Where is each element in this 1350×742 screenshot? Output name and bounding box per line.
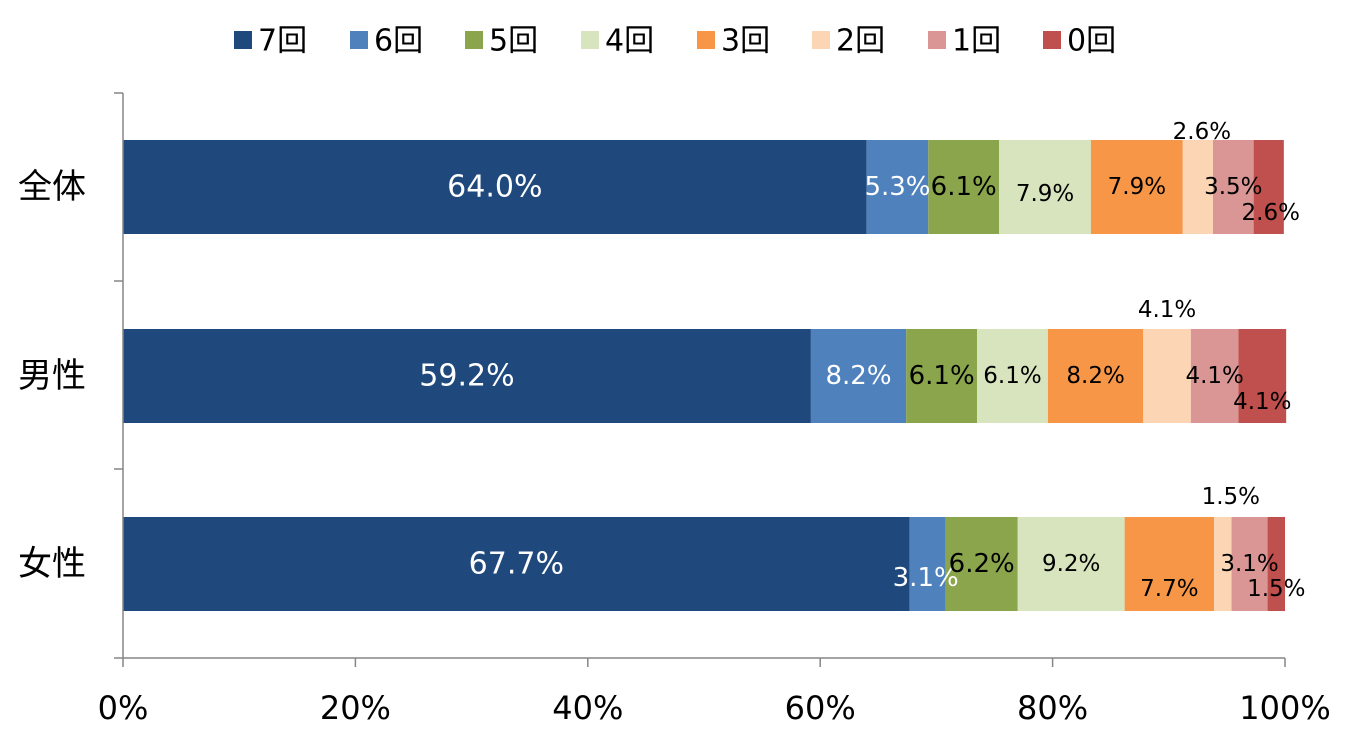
legend-swatch-0 xyxy=(234,31,252,49)
legend-label-7: 0回 xyxy=(1067,24,1116,59)
bar-segment-2-5 xyxy=(1214,517,1232,611)
data-label-1-5: 4.1% xyxy=(1138,297,1196,323)
bar-segment-2-4 xyxy=(1124,517,1215,611)
bar-segment-0-4 xyxy=(1090,140,1183,234)
bar-segment-1-4 xyxy=(1047,329,1144,423)
bar-segment-0-2 xyxy=(928,140,1000,234)
data-label-0-7: 2.6% xyxy=(1242,200,1300,226)
x-tick-label-0: 0% xyxy=(98,689,149,727)
data-label-1-3: 6.1% xyxy=(983,363,1041,389)
data-label-2-7: 1.5% xyxy=(1247,576,1305,602)
x-tick-label-1: 20% xyxy=(320,689,391,727)
category-label-1: 男性 xyxy=(18,356,86,396)
bar-segment-0-3 xyxy=(999,140,1091,234)
x-tick-label-4: 80% xyxy=(1017,689,1088,727)
data-label-2-1: 3.1% xyxy=(893,563,959,593)
data-label-2-6: 3.1% xyxy=(1220,551,1278,577)
legend-swatch-5 xyxy=(812,31,830,49)
bar-segment-1-5 xyxy=(1143,329,1191,423)
legend-swatch-2 xyxy=(465,31,483,49)
category-label-0: 全体 xyxy=(18,167,86,207)
bar-segment-1-7 xyxy=(1238,329,1287,423)
data-label-1-0: 59.2% xyxy=(419,359,514,394)
legend-label-5: 2回 xyxy=(836,24,885,59)
legend: 7回 6回 5回 4回 3回 2回 1回 0回 xyxy=(234,24,1116,59)
legend-swatch-6 xyxy=(928,31,946,49)
bar-segment-1-3 xyxy=(977,329,1048,423)
legend-swatch-3 xyxy=(581,31,599,49)
data-label-2-5: 1.5% xyxy=(1202,484,1260,510)
data-label-0-6: 3.5% xyxy=(1204,174,1262,200)
bar-segment-2-3 xyxy=(1017,517,1125,611)
data-label-1-2: 6.1% xyxy=(909,361,975,391)
x-tick-label-5: 100% xyxy=(1239,689,1330,727)
data-label-2-2: 6.2% xyxy=(949,549,1015,579)
bar-segment-2-7 xyxy=(1267,517,1285,611)
bar-segment-0-0 xyxy=(123,140,867,234)
category-label-2: 女性 xyxy=(18,544,86,584)
data-label-0-3: 7.9% xyxy=(1016,181,1074,207)
data-label-1-7: 4.1% xyxy=(1233,389,1291,415)
bar-segment-1-6 xyxy=(1190,329,1239,423)
bar-segment-0-1 xyxy=(866,140,929,234)
legend-label-1: 6回 xyxy=(374,24,423,59)
data-label-1-6: 4.1% xyxy=(1185,363,1243,389)
legend-swatch-7 xyxy=(1043,31,1061,49)
x-tick-label-3: 60% xyxy=(785,689,856,727)
data-label-0-1: 5.3% xyxy=(864,172,930,202)
bar-segment-2-2 xyxy=(945,517,1018,611)
data-label-1-4: 8.2% xyxy=(1066,363,1124,389)
data-label-2-0: 67.7% xyxy=(469,547,564,582)
data-label-0-0: 64.0% xyxy=(447,170,542,205)
data-label-1-1: 8.2% xyxy=(826,361,892,391)
bar-segment-1-1 xyxy=(810,329,907,423)
data-label-0-2: 6.1% xyxy=(931,172,997,202)
legend-label-2: 5回 xyxy=(489,24,538,59)
data-label-0-5: 2.6% xyxy=(1173,119,1231,145)
legend-label-6: 1回 xyxy=(952,24,1001,59)
bar-segment-0-5 xyxy=(1182,140,1213,234)
bar-segment-0-7 xyxy=(1253,140,1284,234)
data-label-2-3: 9.2% xyxy=(1042,551,1100,577)
data-label-2-4: 7.7% xyxy=(1140,576,1198,602)
bar-segment-1-0 xyxy=(123,329,811,423)
data-label-0-4: 7.9% xyxy=(1108,174,1166,200)
bar-segment-0-6 xyxy=(1212,140,1254,234)
x-tick-label-2: 40% xyxy=(552,689,623,727)
legend-swatch-4 xyxy=(697,31,715,49)
bar-segment-2-1 xyxy=(909,517,946,611)
legend-swatch-1 xyxy=(350,31,368,49)
legend-label-0: 7回 xyxy=(258,24,307,59)
legend-label-4: 3回 xyxy=(721,24,770,59)
legend-label-3: 4回 xyxy=(605,24,654,59)
bar-segment-1-2 xyxy=(906,329,978,423)
bars: 64.0% 5.3% 6.1% 7.9% 7.9%2.6%3.5%2.6%59.2% 8.… xyxy=(123,119,1306,611)
bar-segment-2-0 xyxy=(123,517,910,611)
bar-segment-2-6 xyxy=(1231,517,1268,611)
